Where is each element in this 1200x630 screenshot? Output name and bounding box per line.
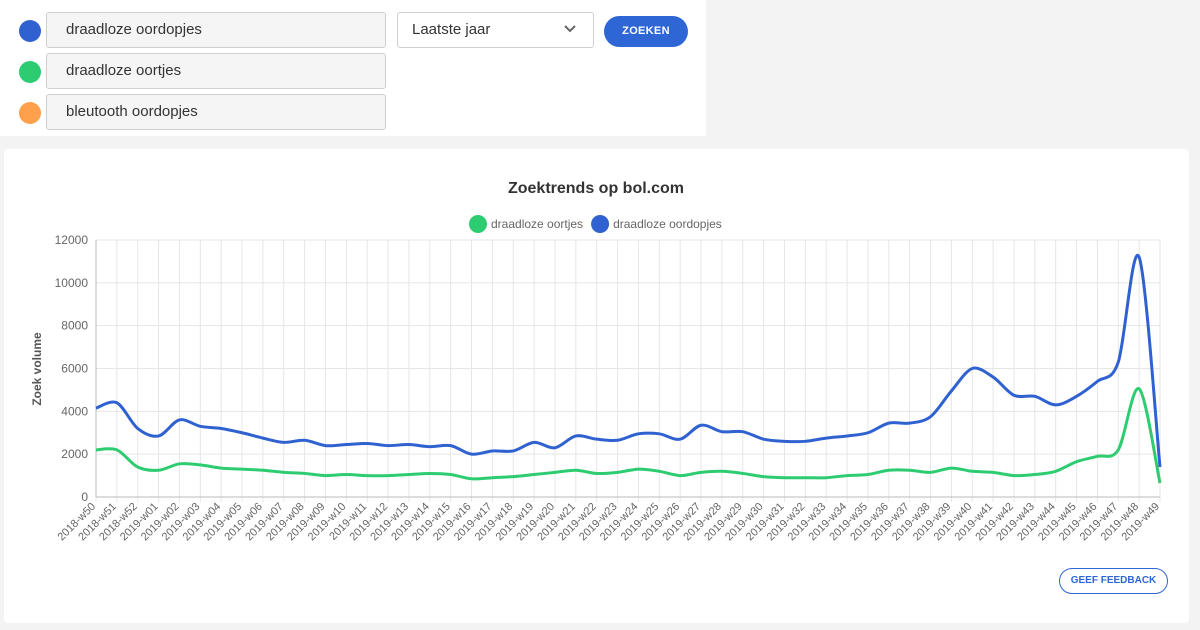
legend-marker-2[interactable] — [591, 215, 610, 233]
chart-lines — [95, 253, 1162, 484]
search-term-input-1[interactable]: draadloze oordopjes — [46, 12, 386, 48]
y-tick-label: 10000 — [55, 276, 89, 290]
period-select[interactable]: Laatste jaar — [397, 12, 594, 48]
search-button[interactable]: ZOEKEN — [604, 16, 688, 47]
x-axis-ticks: 2018-w502018-w512018-w522019-w012019-w02… — [55, 501, 1162, 544]
chevron-down-icon — [564, 25, 576, 33]
legend-label-2[interactable]: draadloze oordopjes — [613, 217, 722, 231]
search-panel: draadloze oordopjes draadloze oortjes bl… — [0, 0, 706, 136]
term-color-dot-1[interactable] — [19, 20, 41, 42]
chart-title: Zoektrends op bol.com — [508, 180, 684, 197]
y-tick-label: 8000 — [61, 319, 88, 333]
y-tick-label: 4000 — [61, 404, 88, 418]
term-color-dot-3[interactable] — [19, 102, 41, 124]
feedback-button[interactable]: GEEF FEEDBACK — [1059, 568, 1168, 594]
series-line-2[interactable] — [95, 253, 1162, 468]
series-line-1[interactable] — [95, 387, 1162, 484]
search-term-input-3[interactable]: bleutooth oordopjes — [46, 94, 386, 130]
search-term-input-2[interactable]: draadloze oortjes — [46, 53, 386, 89]
y-tick-label: 2000 — [61, 447, 88, 461]
period-select-value: Laatste jaar — [412, 21, 491, 38]
term-color-dot-2[interactable] — [19, 61, 41, 83]
y-tick-label: 12000 — [55, 233, 89, 247]
chart-legend: draadloze oortjes draadloze oordopjes — [469, 215, 722, 233]
y-tick-label: 0 — [81, 490, 88, 504]
y-tick-label: 6000 — [61, 362, 88, 376]
legend-marker-1[interactable] — [469, 215, 487, 233]
legend-label-1[interactable]: draadloze oortjes — [491, 217, 583, 231]
chart-grid — [95, 239, 1161, 502]
y-axis-label: Zoek volume — [30, 332, 44, 406]
y-axis-ticks: 0 2000 4000 6000 8000 10000 12000 — [55, 233, 89, 504]
